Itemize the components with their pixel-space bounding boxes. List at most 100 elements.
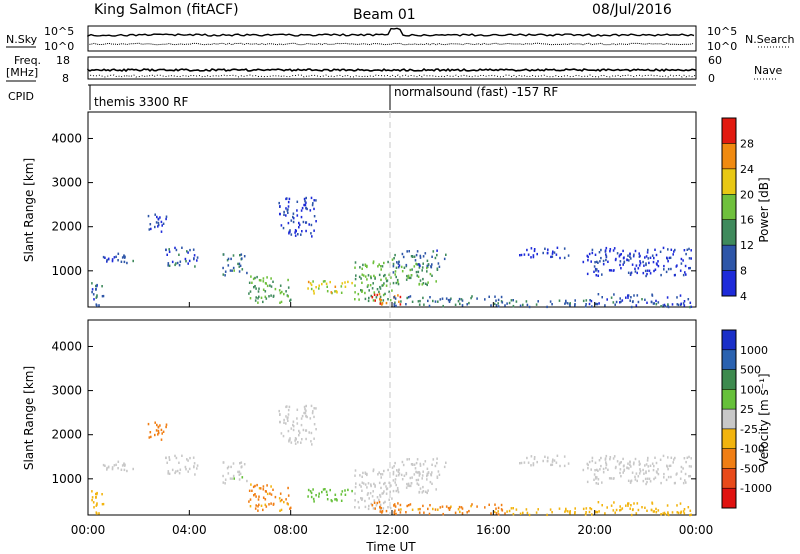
velocity-cell-6-73 <box>311 443 313 446</box>
velocity-cell-14-26 <box>613 501 615 504</box>
power-cell-6-60 <box>296 200 299 203</box>
power-cell-16-15 <box>533 248 536 251</box>
power-cell-12-20 <box>441 297 444 300</box>
velocity-cell-14-50 <box>667 511 669 514</box>
power-cell-3-31 <box>187 262 189 265</box>
velocity-cell-6-36 <box>280 432 283 435</box>
power-cell-14-59 <box>676 303 679 306</box>
velocity-cell-15-45 <box>596 476 598 479</box>
velocity-cell-12-26 <box>495 512 498 515</box>
velocity-cell-16-14 <box>544 455 546 458</box>
power-cell-15-128 <box>604 249 607 252</box>
velocity-cell-5-46 <box>280 508 283 512</box>
velocity-cell-6-19 <box>287 408 290 412</box>
power-cell-5-6 <box>257 301 259 304</box>
power-cell-13-28 <box>546 305 548 309</box>
velocity-cell-0-18 <box>102 463 105 467</box>
power-cell-10-5 <box>406 274 408 278</box>
velocity-cell-8-35 <box>387 506 389 509</box>
power-cell-15-79 <box>674 248 676 252</box>
power-cell-5-3 <box>254 299 257 302</box>
velocity-cell-11-38 <box>445 461 447 464</box>
velocity-cell-5-38 <box>259 487 262 490</box>
power-cell-15-50 <box>597 261 599 264</box>
power-cell-15-58 <box>646 251 649 254</box>
velocity-cell-8-11 <box>355 482 357 485</box>
nsky-trace <box>87 27 695 37</box>
power-cell-5-31 <box>269 284 271 287</box>
power-cell-12-27 <box>461 304 464 307</box>
power-cell-13-5 <box>584 305 587 308</box>
power-cell-2-5 <box>148 228 151 231</box>
velocity-cell-15-38 <box>595 477 597 480</box>
velocity-cell-14-38 <box>604 512 606 515</box>
velocity-cell-7-5 <box>344 493 347 496</box>
velocity-cell-7-18 <box>334 493 337 496</box>
velocity-cell-5-47 <box>272 503 275 506</box>
velocity-cell-7-24 <box>351 489 353 493</box>
nsearch-tick-low: 10^0 <box>707 40 737 53</box>
power-cell-0-14 <box>115 255 117 258</box>
power-cell-8-26 <box>367 274 370 277</box>
power-cell-5-47 <box>272 295 275 298</box>
power-cell-4-14 <box>238 262 241 265</box>
velocity-cell-15-114 <box>623 469 625 472</box>
power-cell-15-8 <box>663 268 665 271</box>
velocity-cell-14-34 <box>667 513 670 517</box>
power-cell-15-119 <box>630 257 632 260</box>
velocity-cell-5-24 <box>254 484 256 488</box>
power-cell-11-6 <box>419 254 422 258</box>
power-cell-15-140 <box>655 262 658 265</box>
power-cell-6-10 <box>298 221 300 225</box>
velocity-cell-10-29 <box>424 490 427 493</box>
velocity-cell-0-1 <box>121 464 124 467</box>
power-cell-11-25 <box>419 256 422 259</box>
velocity-cell-15-104 <box>688 455 690 459</box>
power-cell-14-53 <box>598 302 600 305</box>
power-cell-8-27 <box>358 298 360 301</box>
velocity-cell-15-41 <box>667 468 669 471</box>
velocity-cell-6-38 <box>315 428 317 431</box>
velocity-cell-6-65 <box>315 407 317 410</box>
power-cell-12-42 <box>454 303 457 306</box>
power-cell-12-36 <box>409 295 412 298</box>
velocity-cell-5-16 <box>258 503 260 506</box>
power-cell-14-3 <box>633 294 635 297</box>
velocity-cell-15-55 <box>619 471 621 475</box>
power-cell-11-13 <box>416 263 419 266</box>
velocity-cell-1-19 <box>95 504 98 507</box>
power-cell-14-42 <box>620 300 622 304</box>
velocity-cell-2-18 <box>157 426 160 429</box>
velocity-cell-14-22 <box>601 504 603 507</box>
velocity-cell-11-21 <box>426 472 429 476</box>
velocity-cell-14-35 <box>619 509 621 512</box>
velocity-cell-11-29 <box>430 473 432 476</box>
power-cell-14-28 <box>679 294 682 297</box>
velocity-cell-15-68 <box>596 468 598 472</box>
power-cell-15-100 <box>582 260 585 264</box>
velocity-cell-8-55 <box>354 485 357 489</box>
power-cell-2-18 <box>157 218 160 221</box>
power-cell-11-19 <box>422 262 424 265</box>
velocity-cell-8-37 <box>383 469 385 473</box>
power-cell-14-34 <box>667 305 670 309</box>
velocity-cell-14-46 <box>621 507 624 510</box>
power-cell-12-9 <box>450 297 452 300</box>
velocity-cell-6-32 <box>292 423 294 427</box>
velocity-cell-14-53 <box>598 510 600 513</box>
power-cell-12-54 <box>459 302 461 306</box>
velocity-cell-6-24 <box>285 415 287 418</box>
power-cell-15-142 <box>673 250 675 253</box>
power-cell-8-54 <box>364 264 367 267</box>
power-cell-3-16 <box>167 262 170 265</box>
power-cell-8-52 <box>354 266 356 269</box>
velocity-cell-13-34 <box>589 507 591 510</box>
power-cell-0-17 <box>111 258 114 261</box>
power-cell-5-19 <box>279 291 282 295</box>
power-cell-6-67 <box>311 203 314 207</box>
velocity-cell-2-2 <box>157 431 160 435</box>
velocity-cell-6-56 <box>313 407 315 410</box>
power-cell-15-2 <box>645 274 647 278</box>
power-cell-3-3 <box>192 248 195 251</box>
velocity-cell-16-20 <box>563 455 566 458</box>
